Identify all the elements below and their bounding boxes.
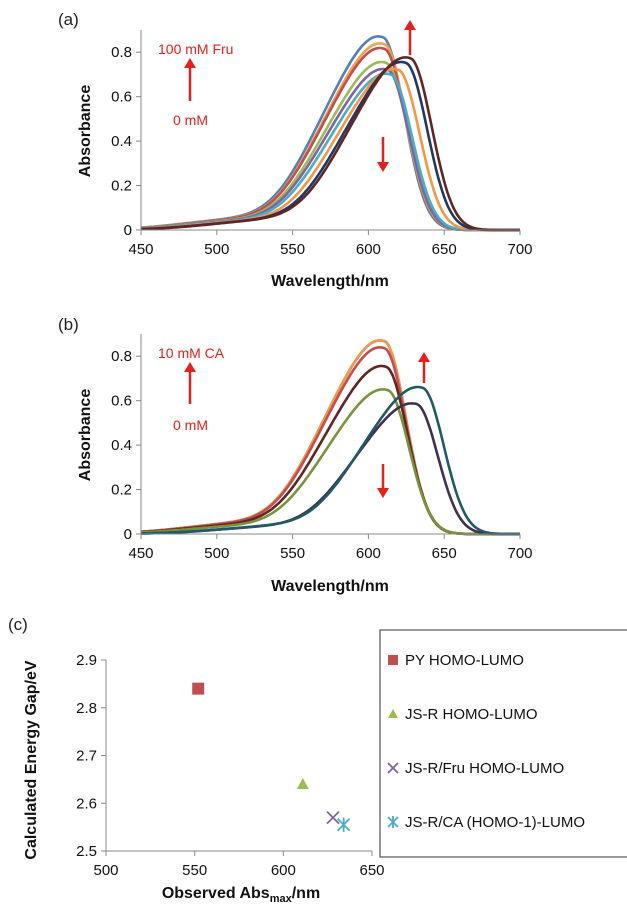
x-tick-label: 500: [93, 862, 118, 879]
y-tick-label: 0.4: [111, 133, 132, 150]
legend-label-2: JS-R HOMO-LUMO: [405, 706, 538, 723]
x-tick-label: 700: [507, 241, 532, 258]
y-tick-label: 0.6: [111, 393, 132, 410]
panel-a-y-ticks: 0 0.2 0.4 0.6 0.8: [111, 44, 141, 239]
panel-c-x-ticks: 500 550 600 650: [93, 851, 385, 879]
x-tick-label: 600: [356, 241, 381, 258]
y-tick-label: 0: [124, 526, 132, 543]
x-tick-label: 650: [432, 545, 457, 562]
x-tick-label: 450: [128, 545, 153, 562]
panel-b-up-arrow-right: [418, 352, 430, 383]
panel-b-y-label: Absorbance: [77, 389, 94, 482]
x-tick-label: 650: [432, 241, 457, 258]
panel-b-down-arrow: [377, 464, 389, 498]
panel-b-x-ticks: 450 500 550 600 650 700: [128, 534, 533, 562]
panel-b-series-2: [140, 339, 520, 536]
x-tick-label: 600: [356, 545, 381, 562]
panel-a-curves: [140, 35, 520, 232]
legend-label-1: PY HOMO-LUMO: [405, 652, 524, 669]
y-tick-label: 0.2: [111, 178, 132, 195]
x-tick-label: 500: [204, 241, 229, 258]
panel-a-top-annotation: 100 mM Fru: [158, 41, 233, 57]
x-tick-label: 550: [280, 545, 305, 562]
x-tick-label: 550: [182, 862, 207, 879]
panel-a-up-arrow-right: [404, 20, 416, 55]
panel-a-series-1: [140, 35, 520, 232]
panel-a: (a) 450 500 550 600 650 700 0 0.2 0.4 0.6 0.8 Wav…: [58, 10, 533, 290]
x-tick-label: 600: [271, 862, 296, 879]
panel-a-up-arrow-left: [184, 58, 196, 101]
x-tick-label: 500: [204, 545, 229, 562]
y-tick-label: 2.6: [76, 795, 97, 812]
y-tick-label: 0.2: [111, 482, 132, 499]
data-point-1: [192, 682, 205, 695]
panel-b-series-3: [140, 346, 520, 536]
panel-b-y-ticks: 0 0.2 0.4 0.6 0.8: [111, 348, 141, 543]
y-tick-label: 0.4: [111, 437, 132, 454]
panel-b-up-arrow-left: [184, 362, 196, 404]
legend: PY HOMO-LUMO JS-R HOMO-LUMO JS-R/Fru HOMO-…: [379, 629, 627, 858]
panel-b-label: (b): [58, 315, 79, 334]
panel-b-series-5: [141, 388, 520, 536]
x-tick-label: 550: [280, 241, 305, 258]
panel-c-y-ticks: 2.5 2.6 2.7 2.8 2.9: [76, 652, 106, 860]
panel-b-bottom-annotation: 0 mM: [173, 417, 208, 433]
legend-marker-1: [388, 655, 398, 665]
panel-a-x-ticks: 450 500 550 600 650 700: [128, 230, 533, 258]
legend-marker-4: [387, 816, 399, 828]
panel-b-x-label: Wavelength/nm: [271, 578, 389, 595]
panel-a-label: (a): [58, 10, 79, 29]
panel-c-points: [192, 682, 351, 832]
data-point-2: [296, 778, 309, 789]
legend-marker-2: [388, 709, 398, 718]
y-tick-label: 2.7: [76, 748, 97, 765]
panel-b-series-7: [141, 385, 520, 536]
panel-b-series-1: [140, 339, 520, 536]
panel-a-series-9: [141, 56, 520, 232]
legend-marker-3: [387, 762, 399, 774]
legend-items: PY HOMO-LUMO JS-R HOMO-LUMO JS-R/Fru HOMO-…: [387, 652, 585, 831]
panel-b-curves: [140, 339, 520, 536]
x-tick-label: 700: [507, 545, 532, 562]
y-tick-label: 2.8: [76, 700, 97, 717]
data-point-3: [326, 810, 340, 825]
data-point-4: [336, 817, 351, 832]
panel-c: (c) 500 550 600 650 2.5 2.6 2.7 2.8 2.9 Observe…: [8, 615, 627, 905]
panel-c-y-label: Calculated Energy Gap/eV: [23, 660, 40, 860]
legend-box: [379, 629, 627, 858]
y-tick-label: 0.8: [111, 348, 132, 365]
y-tick-label: 0.6: [111, 89, 132, 106]
panel-c-label: (c): [8, 615, 28, 634]
y-tick-label: 2.5: [76, 843, 97, 860]
panel-a-bottom-annotation: 0 mM: [173, 112, 208, 128]
panel-b: (b) 450 500 550 600 650 700 0 0.2 0.4 0.6 0.8 Wav…: [58, 315, 533, 595]
panel-b-top-annotation: 10 mM CA: [158, 345, 225, 361]
panel-a-x-label: Wavelength/nm: [271, 273, 389, 290]
panel-a-y-label: Absorbance: [77, 85, 94, 178]
y-tick-label: 2.9: [76, 652, 97, 669]
panel-c-x-label: Observed Absmax/nm: [162, 885, 320, 905]
panel-a-down-arrow: [377, 137, 389, 172]
y-tick-label: 0: [124, 222, 132, 239]
panel-a-series-7: [140, 67, 520, 232]
x-tick-label: 450: [128, 241, 153, 258]
legend-label-4: JS-R/CA (HOMO-1)-LUMO: [405, 814, 585, 831]
y-tick-label: 0.8: [111, 44, 132, 61]
panel-a-series-5: [140, 67, 520, 232]
x-tick-label: 650: [359, 862, 384, 879]
legend-label-3: JS-R/Fru HOMO-LUMO: [405, 760, 564, 777]
